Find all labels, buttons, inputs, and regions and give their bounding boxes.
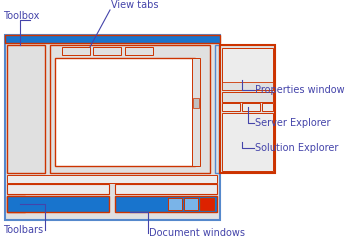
Bar	[168, 198, 182, 210]
Text: Solution Explorer: Solution Explorer	[255, 143, 338, 153]
Bar	[7, 175, 217, 183]
Bar	[220, 45, 275, 173]
Bar	[192, 58, 200, 166]
Bar	[93, 47, 121, 55]
Bar	[222, 103, 240, 111]
Bar	[222, 82, 273, 90]
Bar	[50, 45, 210, 173]
Text: Document windows: Document windows	[149, 228, 245, 238]
Text: Properties window: Properties window	[255, 85, 345, 95]
Bar	[5, 35, 220, 43]
Bar	[115, 196, 217, 212]
Bar	[55, 58, 195, 166]
Bar	[222, 113, 273, 171]
Bar	[184, 198, 198, 210]
Bar	[62, 47, 90, 55]
Bar	[125, 47, 153, 55]
Bar	[222, 48, 273, 90]
Bar	[193, 98, 199, 108]
Bar	[7, 184, 109, 194]
Bar	[242, 103, 260, 111]
Bar	[7, 45, 45, 173]
Bar	[222, 92, 273, 102]
Bar	[5, 35, 220, 220]
Bar	[215, 45, 219, 173]
Bar	[7, 196, 25, 212]
Text: Toolbox: Toolbox	[3, 11, 39, 21]
Text: View tabs: View tabs	[111, 0, 158, 10]
Bar	[7, 196, 109, 212]
Text: Server Explorer: Server Explorer	[255, 118, 330, 128]
Bar	[262, 103, 273, 111]
Bar	[115, 184, 217, 194]
Text: Toolbars: Toolbars	[3, 225, 43, 235]
Bar	[200, 198, 214, 210]
